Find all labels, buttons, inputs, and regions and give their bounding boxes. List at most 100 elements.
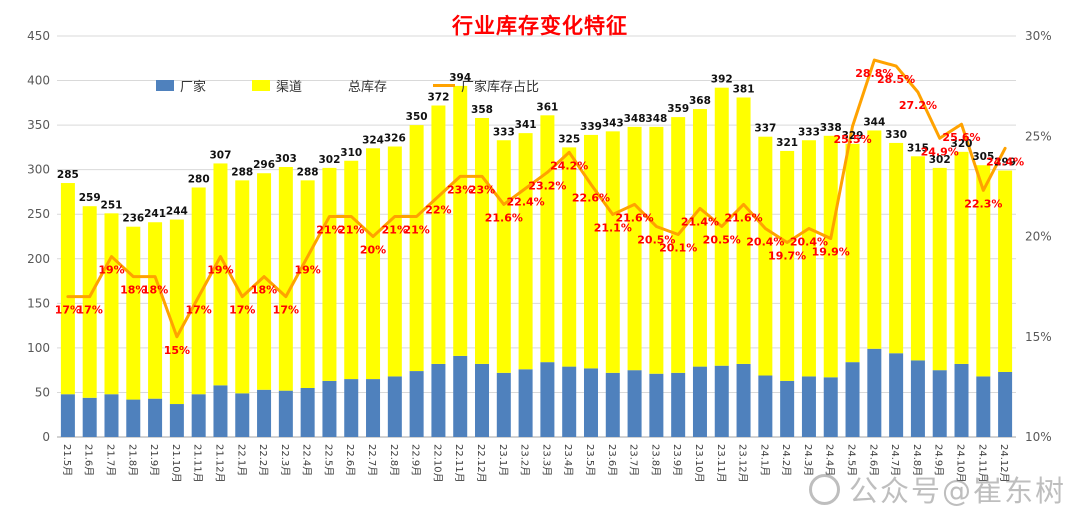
ratio-point-label: 21% <box>382 223 408 236</box>
factory-bar-segment <box>627 370 642 437</box>
factory-bar-segment <box>169 404 184 437</box>
factory-bar-segment <box>932 370 947 437</box>
total-inventory-label: 343 <box>602 117 624 129</box>
x-axis-label: 23.3月 <box>540 444 552 476</box>
legend-item: 渠道 <box>252 76 302 95</box>
total-inventory-label: 339 <box>580 121 602 133</box>
channel-bar-segment <box>518 133 533 370</box>
channel-bar-segment <box>998 170 1013 372</box>
x-axis-label: 23.4月 <box>562 444 574 476</box>
ratio-point-label: 22.6% <box>572 191 610 204</box>
factory-bar-segment <box>954 363 969 437</box>
ratio-point-label: 21.4% <box>681 215 719 228</box>
channel-bar-segment <box>191 187 206 395</box>
channel-bar-segment <box>496 140 511 373</box>
factory-bar-segment <box>496 372 511 437</box>
x-axis-label: 24.4月 <box>824 444 836 476</box>
channel-bar-segment <box>235 180 250 394</box>
factory-bar-segment <box>801 376 816 437</box>
x-axis-label: 21.9月 <box>148 444 160 476</box>
watermark: 公众号@崔东树 <box>808 468 1066 510</box>
total-inventory-label: 296 <box>253 159 275 171</box>
y-axis-tick-label: 100 <box>27 341 50 355</box>
ratio-point-label: 28.5% <box>877 73 915 86</box>
ratio-point-label: 19.7% <box>768 250 806 263</box>
channel-bar-segment <box>649 126 664 374</box>
factory-bar-segment <box>692 366 707 437</box>
channel-bar-segment <box>692 109 707 367</box>
y-axis-tick-label: 200 <box>27 252 50 266</box>
total-inventory-label: 348 <box>624 113 646 125</box>
ratio-point-label: 27.2% <box>899 99 937 112</box>
channel-bar-segment <box>453 85 468 356</box>
total-inventory-label: 244 <box>166 206 188 218</box>
ratio-point-label: 21.6% <box>615 211 653 224</box>
x-axis-label: 23.10月 <box>693 444 705 483</box>
x-axis-label: 22.6月 <box>344 444 356 476</box>
secondary-y-axis-tick-label: 30% <box>1025 29 1052 43</box>
total-inventory-label: 325 <box>558 133 580 145</box>
x-axis-label: 22.7月 <box>366 444 378 476</box>
legend-item: 厂家库存占比 <box>433 76 539 95</box>
channel-bar-segment <box>671 117 686 373</box>
x-axis-label: 21.11月 <box>192 444 204 483</box>
ratio-point-label: 21.1% <box>594 221 632 234</box>
factory-bar-segment <box>344 379 359 437</box>
total-inventory-label: 372 <box>427 92 449 104</box>
channel-bar-segment <box>387 146 402 377</box>
x-axis-label: 21.5月 <box>61 444 73 476</box>
channel-bar-segment <box>148 222 163 399</box>
ratio-point-label: 19% <box>207 264 233 277</box>
ratio-point-label: 20.5% <box>637 233 675 246</box>
channel-bar-segment <box>409 125 424 372</box>
channel-bar-segment <box>889 142 904 354</box>
channel-bar-segment <box>823 135 838 378</box>
ratio-point-label: 19% <box>294 264 320 277</box>
channel-bar-segment <box>845 143 860 363</box>
secondary-y-axis-tick-label: 15% <box>1025 330 1052 344</box>
ratio-point-label: 24.2% <box>550 159 588 172</box>
channel-bar-segment <box>366 148 381 380</box>
x-axis-label: 23.6月 <box>606 444 618 476</box>
ratio-point-label: 19% <box>98 264 124 277</box>
x-axis-label: 22.5月 <box>322 444 334 476</box>
factory-bar-segment <box>300 387 315 437</box>
x-axis-label: 23.1月 <box>497 444 509 476</box>
x-axis-label: 24.3月 <box>802 444 814 476</box>
total-inventory-label: 381 <box>733 83 755 95</box>
secondary-y-axis-tick-label: 25% <box>1025 129 1052 143</box>
channel-bar-segment <box>82 206 97 398</box>
x-axis-label: 23.5月 <box>584 444 596 476</box>
x-axis-label: 22.3月 <box>279 444 291 476</box>
legend-label: 厂家 <box>180 80 207 95</box>
y-axis-tick-label: 50 <box>35 385 50 399</box>
total-inventory-label: 337 <box>754 123 776 135</box>
total-inventory-label: 259 <box>79 192 101 204</box>
ratio-point-label: 20% <box>360 244 386 257</box>
total-inventory-label: 324 <box>362 134 384 146</box>
total-inventory-label: 288 <box>231 166 253 178</box>
factory-bar-segment <box>976 376 991 437</box>
total-inventory-label: 326 <box>384 132 406 144</box>
factory-bar-segment <box>366 379 381 437</box>
total-inventory-label: 307 <box>210 149 232 161</box>
x-axis-label: 22.1月 <box>235 444 247 476</box>
channel-bar-segment <box>126 226 141 400</box>
x-axis-label: 22.2月 <box>257 444 269 476</box>
total-inventory-label: 285 <box>57 169 79 181</box>
total-inventory-label: 321 <box>776 137 798 149</box>
factory-bar-segment <box>278 390 293 437</box>
total-inventory-label: 302 <box>929 154 951 166</box>
total-inventory-label: 333 <box>493 126 515 138</box>
chart-title: 行业库存变化特征 <box>452 14 628 38</box>
legend-label: 厂家库存占比 <box>461 80 540 95</box>
channel-bar-segment <box>954 151 969 364</box>
total-inventory-label: 236 <box>122 213 144 225</box>
legend-label: 渠道 <box>276 80 303 95</box>
factory-bar-segment <box>60 394 75 437</box>
ratio-point-label: 17% <box>185 304 211 317</box>
total-inventory-label: 315 <box>907 142 929 154</box>
factory-bar-segment <box>889 353 904 437</box>
x-axis-label: 24.9月 <box>933 444 945 476</box>
